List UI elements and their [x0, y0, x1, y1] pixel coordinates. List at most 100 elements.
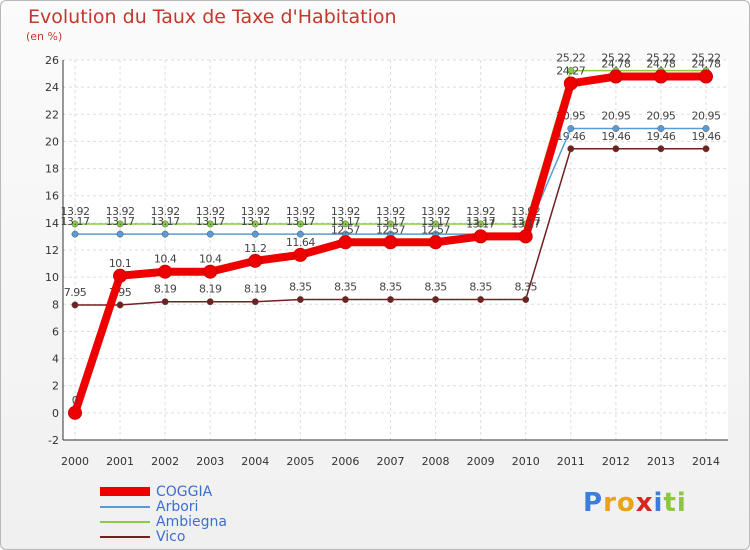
data-point-ambiegna: [71, 220, 79, 228]
data-point-ambiegna: [432, 220, 440, 228]
y-tick-label: 24: [45, 81, 59, 94]
data-label-vico: 8.35: [424, 281, 447, 294]
data-point-arbori: [702, 125, 710, 132]
data-label-arbori: 13.17: [376, 215, 405, 228]
data-label-vico: 8.35: [289, 281, 312, 294]
data-point-vico: [657, 145, 665, 153]
data-label-ambiegna: 13.92: [106, 205, 135, 218]
data-point-arbori: [251, 230, 259, 238]
x-tick-label: 2010: [512, 455, 540, 468]
legend-swatch-vico: [100, 535, 150, 538]
data-label-ambiegna: 13.92: [286, 205, 315, 218]
data-point-coggia: [428, 235, 443, 250]
x-tick-label: 2008: [422, 455, 450, 468]
data-label-arbori: 13.17: [61, 215, 90, 228]
data-point-ambiegna: [387, 220, 394, 228]
data-point-arbori: [206, 230, 214, 238]
data-point-coggia: [653, 69, 668, 84]
x-tick-label: 2014: [692, 455, 720, 468]
data-point-coggia: [248, 253, 263, 268]
data-label-ambiegna: 13.92: [196, 205, 225, 218]
y-tick-label: 4: [52, 353, 59, 366]
y-tick-label: 20: [45, 135, 59, 148]
x-tick-label: 2005: [286, 455, 314, 468]
y-tick-label: 0: [52, 407, 59, 420]
y-tick-label: 12: [45, 244, 59, 257]
data-label-arbori: 13.17: [241, 215, 270, 228]
data-label-arbori: 20.95: [601, 110, 630, 123]
data-point-ambiegna: [251, 220, 259, 228]
data-label-coggia: 12.57: [376, 223, 405, 236]
data-label-coggia: 24.27: [556, 64, 585, 77]
data-label-ambiegna: 25.22: [646, 52, 675, 65]
x-tick-label: 2001: [106, 455, 134, 468]
data-point-vico: [522, 296, 530, 303]
data-label-coggia: 10.4: [199, 253, 222, 266]
data-point-vico: [387, 296, 394, 303]
data-label-coggia: 24.78: [601, 58, 630, 71]
data-point-arbori: [567, 125, 575, 132]
legend-label-vico: Vico: [156, 528, 186, 545]
data-label-vico: 8.19: [244, 283, 267, 296]
data-label-ambiegna: 25.22: [601, 52, 630, 65]
legend-label-arbori: Arbori: [156, 498, 199, 515]
data-label-coggia: 13.17: [511, 217, 540, 230]
y-tick-label: 16: [45, 190, 59, 203]
data-label-ambiegna: 13.92: [61, 205, 90, 218]
data-point-vico: [567, 145, 575, 153]
data-point-coggia: [338, 235, 353, 250]
legend-label-coggia: COGGIA: [156, 483, 213, 500]
data-label-coggia: 12.57: [421, 223, 450, 236]
x-tick-label: 2004: [241, 455, 269, 468]
x-tick-label: 2011: [557, 455, 585, 468]
data-point-arbori: [116, 230, 124, 238]
data-label-coggia: 11.64: [286, 236, 315, 249]
x-tick-label: 2012: [602, 455, 630, 468]
data-label-ambiegna: 13.92: [466, 205, 495, 218]
y-tick-label: 22: [45, 108, 59, 121]
data-point-coggia: [293, 247, 308, 262]
data-point-coggia: [203, 264, 218, 279]
data-label-coggia: 12.57: [331, 223, 360, 236]
legend-item-ambiegna: Ambiegna: [100, 513, 227, 530]
data-label-vico: 19.46: [556, 130, 585, 143]
x-tick-label: 2003: [196, 455, 224, 468]
data-label-arbori: 13.17: [466, 215, 495, 228]
data-label-coggia: 0: [72, 394, 79, 407]
y-tick-label: 2: [52, 380, 59, 393]
data-point-vico: [71, 301, 79, 309]
data-point-coggia: [608, 69, 623, 84]
data-point-arbori: [657, 125, 665, 132]
y-tick-label: 10: [45, 271, 59, 284]
data-point-coggia: [68, 405, 82, 420]
data-point-vico: [251, 298, 259, 306]
data-point-arbori: [296, 230, 304, 238]
x-tick-label: 2002: [151, 455, 179, 468]
x-tick-label: 2006: [331, 455, 359, 468]
data-label-arbori: 13.17: [196, 215, 225, 228]
legend-swatch-coggia: [100, 487, 150, 496]
chart-title: Evolution du Taux de Taxe d'Habitation: [28, 6, 397, 28]
data-label-vico: 8.35: [469, 281, 492, 294]
x-tick-label: 2009: [467, 455, 495, 468]
data-point-vico: [206, 298, 214, 306]
data-label-coggia: 24.78: [692, 58, 721, 71]
y-tick-label: 8: [52, 298, 59, 311]
data-point-vico: [432, 296, 440, 303]
legend-swatch-ambiegna: [100, 520, 150, 523]
legend-label-ambiegna: Ambiegna: [156, 513, 227, 530]
data-label-vico: 8.35: [379, 281, 402, 294]
data-label-coggia: 10.4: [154, 253, 177, 266]
x-tick-label: 2013: [647, 455, 675, 468]
data-label-ambiegna: 25.22: [692, 52, 721, 65]
data-point-arbori: [71, 230, 79, 238]
data-point-coggia: [383, 235, 398, 250]
y-tick-label: 14: [45, 217, 59, 230]
y-tick-label: 6: [52, 325, 59, 338]
data-label-arbori: 20.95: [646, 110, 675, 123]
data-point-vico: [341, 296, 349, 303]
data-point-vico: [477, 296, 485, 303]
data-point-arbori: [161, 230, 169, 238]
data-point-coggia: [518, 229, 533, 244]
data-point-arbori: [612, 125, 620, 132]
